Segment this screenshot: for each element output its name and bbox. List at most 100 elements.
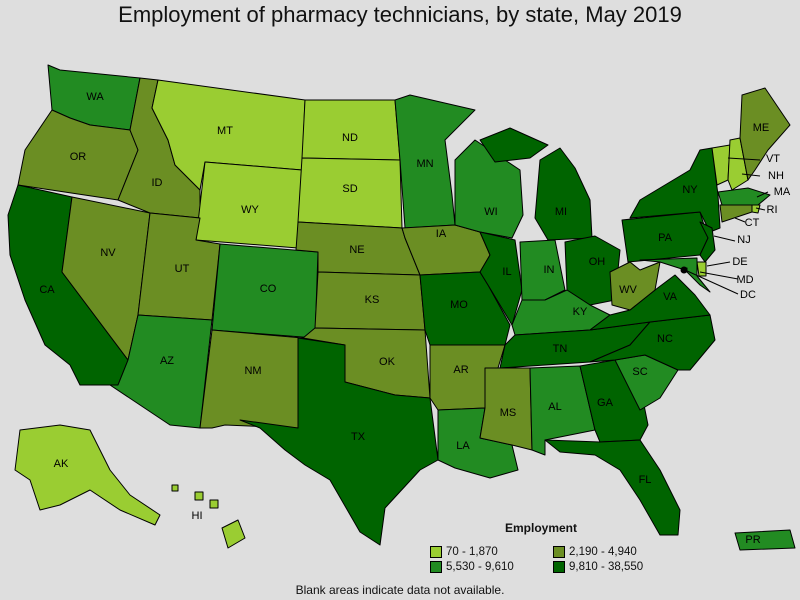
state-label-mn: MN (416, 158, 433, 170)
state-label-vt: VT (766, 153, 780, 165)
state-label-mi: MI (555, 206, 567, 218)
state-ct (719, 204, 753, 223)
label-leader-line (734, 217, 746, 223)
legend-item-9810-38550: 9,810 - 38,550 (553, 561, 643, 573)
state-label-nv: NV (100, 247, 116, 259)
state-hi (171, 484, 246, 549)
state-de (696, 261, 707, 277)
state-label-az: AZ (160, 355, 174, 367)
state-label-ne: NE (349, 244, 364, 256)
state-md (639, 257, 711, 293)
state-label-la: LA (456, 440, 470, 452)
state-label-mt: MT (217, 125, 233, 137)
state-mi (479, 127, 593, 241)
label-leader-line (713, 235, 736, 242)
state-label-ks: KS (365, 294, 380, 306)
state-wi (454, 139, 524, 239)
legend-label: 2,190 - 4,940 (569, 546, 637, 558)
state-tx (239, 337, 439, 546)
state-label-va: VA (663, 291, 678, 303)
state-label-de: DE (732, 256, 747, 268)
state-label-ga: GA (597, 397, 614, 409)
state-label-il: IL (502, 266, 511, 278)
legend-swatch (430, 546, 442, 558)
state-label-me: ME (753, 122, 770, 134)
state-label-ms: MS (500, 407, 517, 419)
legend-item-2190-4940: 2,190 - 4,940 (553, 546, 637, 558)
state-label-nd: ND (342, 132, 358, 144)
state-label-nh: NH (768, 170, 784, 182)
state-label-wi: WI (484, 206, 497, 218)
label-leader-line (684, 269, 739, 295)
state-label-sc: SC (632, 366, 647, 378)
label-leader-line (706, 261, 731, 267)
state-label-in: IN (544, 264, 555, 276)
state-ma (717, 187, 771, 206)
state-label-ct: CT (745, 217, 760, 229)
state-pr (734, 529, 796, 551)
state-label-pr: PR (745, 534, 760, 546)
state-label-al: AL (548, 401, 561, 413)
state-label-ia: IA (436, 228, 447, 240)
state-label-oh: OH (589, 256, 606, 268)
map-title: Employment of pharmacy technicians, by s… (118, 2, 682, 27)
state-label-id: ID (152, 177, 163, 189)
state-label-ri: RI (767, 204, 778, 216)
state-nh (727, 137, 749, 191)
state-label-ut: UT (175, 263, 190, 275)
label-leader-line (699, 271, 739, 280)
state-label-tn: TN (553, 343, 568, 355)
state-label-tx: TX (351, 431, 366, 443)
state-label-wa: WA (86, 91, 104, 103)
state-nc (589, 314, 716, 371)
legend-swatch (553, 561, 565, 573)
legend-label: 9,810 - 38,550 (569, 561, 644, 573)
state-label-ma: MA (774, 186, 791, 198)
dc-marker (680, 266, 688, 274)
state-label-ak: AK (54, 458, 69, 470)
state-label-wv: WV (619, 284, 637, 296)
state-label-ky: KY (573, 306, 588, 318)
state-label-md: MD (736, 274, 753, 286)
state-label-hi: HI (192, 510, 203, 522)
label-leader-line (756, 191, 769, 198)
legend-swatch (553, 546, 565, 558)
state-fl (544, 439, 681, 536)
state-me (739, 87, 791, 181)
label-leader-line (741, 173, 761, 177)
state-label-co: CO (260, 283, 277, 295)
state-nm (199, 329, 304, 429)
state-label-ar: AR (453, 364, 468, 376)
state-ny (629, 147, 721, 233)
state-in (519, 239, 566, 301)
state-nd (301, 99, 401, 161)
state-label-pa: PA (658, 232, 673, 244)
state-label-mo: MO (450, 299, 468, 311)
state-mn (394, 94, 476, 229)
state-label-nj: NJ (737, 234, 750, 246)
state-label-nc: NC (657, 333, 673, 345)
state-wv (609, 261, 661, 311)
state-label-wy: WY (241, 204, 259, 216)
state-label-nm: NM (244, 365, 261, 377)
legend-title: Employment (505, 521, 578, 535)
legend-item-70-1870: 70 - 1,870 (430, 546, 498, 558)
legend-swatch (430, 561, 442, 573)
legend-item-5530-9610: 5,530 - 9,610 (430, 561, 514, 573)
state-label-ca: CA (39, 284, 55, 296)
state-label-dc: DC (740, 289, 756, 301)
state-label-sd: SD (342, 183, 357, 195)
state-az (109, 314, 213, 429)
state-label-ny: NY (682, 184, 698, 196)
state-label-fl: FL (639, 474, 652, 486)
legend-label: 70 - 1,870 (446, 546, 498, 558)
state-label-or: OR (70, 151, 87, 163)
state-label-ok: OK (379, 356, 396, 368)
label-leader-line (755, 207, 766, 211)
state-ak (14, 424, 161, 526)
footnote: Blank areas indicate data not available. (295, 583, 505, 597)
legend-label: 5,530 - 9,610 (446, 561, 514, 573)
state-il (479, 231, 523, 326)
label-leader-line (727, 157, 761, 161)
